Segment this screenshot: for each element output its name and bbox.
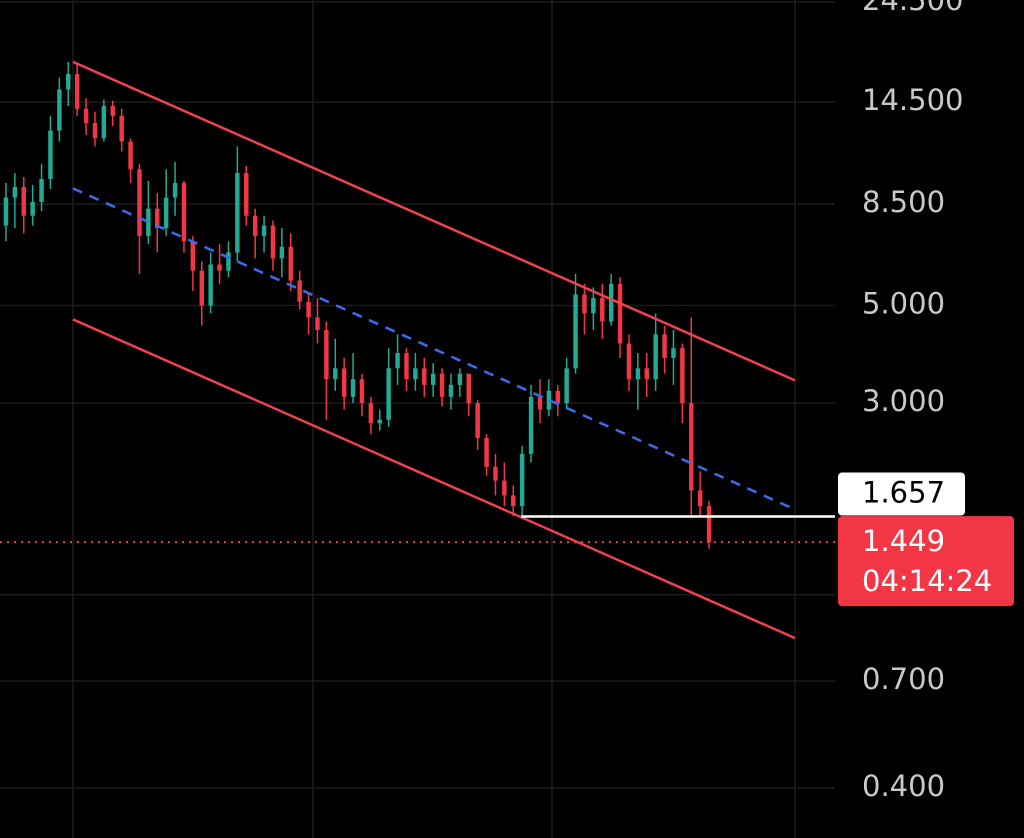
candle-body [217,264,222,271]
candle-body [430,373,436,385]
candle-body [404,353,409,380]
candle-body [306,301,311,318]
candle-body [600,298,605,322]
candle-body [502,480,507,496]
y-tick-label: 3.000 [862,384,945,418]
y-tick-label: 5.000 [862,287,945,321]
candle-body [493,466,498,481]
candle-body [413,368,418,380]
candle-body [39,178,44,202]
candle-body [466,373,471,404]
candle-body [83,108,89,124]
candle-body [350,379,356,397]
candle-body [146,208,151,236]
candle-body [128,141,133,170]
y-tick-label: 0.400 [862,769,945,803]
candle-body [546,390,552,410]
candle-body [662,334,667,358]
candle-body [270,225,276,259]
y-tick-label: 0.700 [862,662,945,696]
candle-body [244,173,249,216]
candle-body [368,403,374,424]
candle-body [261,225,267,236]
candle-body [519,453,525,507]
price-label: 1.657 [862,476,945,510]
candle-body [155,208,160,229]
candle-body [573,294,578,369]
candle-body [208,264,213,306]
candle-body [591,298,596,314]
candle-body [57,89,62,131]
candle-body [341,368,347,397]
candle-body [181,182,187,242]
candle-body [324,329,329,380]
candle-body [626,343,632,380]
candle-body [279,246,285,259]
candle-body [484,437,489,467]
last-price-label: 1.449 [862,524,945,558]
candle-body [288,246,293,281]
candle-body [608,283,614,322]
candle-body [537,396,543,410]
trend-line [72,318,796,640]
candle-body [3,197,9,226]
candle-body [528,396,534,454]
trend-line [72,187,796,511]
candle-body [190,241,196,271]
candle-body [422,368,427,385]
candle-body [315,317,320,330]
candle-body [48,130,53,179]
candle-body [564,368,569,404]
candle-body [680,348,685,404]
candle-body [386,368,391,420]
candle-body [235,173,240,253]
candle-body [377,419,382,424]
candle-body [511,495,516,507]
candle-body [21,186,26,216]
candle-body [119,115,124,142]
price-label-box [838,472,965,516]
candle-body [163,197,169,229]
candle-body [92,123,98,139]
candle-body [359,379,365,404]
candle-body [297,280,302,302]
candle-body [706,506,712,543]
candle-body [475,403,480,438]
countdown: 04:14:24 [862,564,992,598]
candle-body [12,186,18,198]
candle-body [617,283,623,344]
candle-body [101,106,107,139]
candle-body [457,373,463,385]
candle-body [689,403,694,491]
candle-body [635,368,641,380]
candle-body [74,74,80,109]
candle-body [333,368,338,380]
candle-body [697,490,703,507]
candle-body [448,384,454,397]
trend-line [72,60,796,382]
y-tick-label: 14.500 [862,83,963,117]
candle-body [439,373,445,397]
last-price-box [838,516,1014,607]
candle-body [226,252,231,271]
candle-body [199,270,204,306]
y-tick-label: 8.500 [862,185,945,219]
candle-body [66,74,71,90]
candle-body [395,353,400,369]
candle-body [172,182,178,198]
candle-body [644,368,649,380]
candle-body [110,106,115,116]
candle-body [137,169,142,236]
candle-body [582,294,587,314]
candle-body [252,215,258,236]
candle-body [30,201,35,216]
candle-body [671,348,676,358]
candle-body [555,390,560,404]
candle-body [653,334,658,380]
y-tick-label: 24.500 [862,0,963,17]
